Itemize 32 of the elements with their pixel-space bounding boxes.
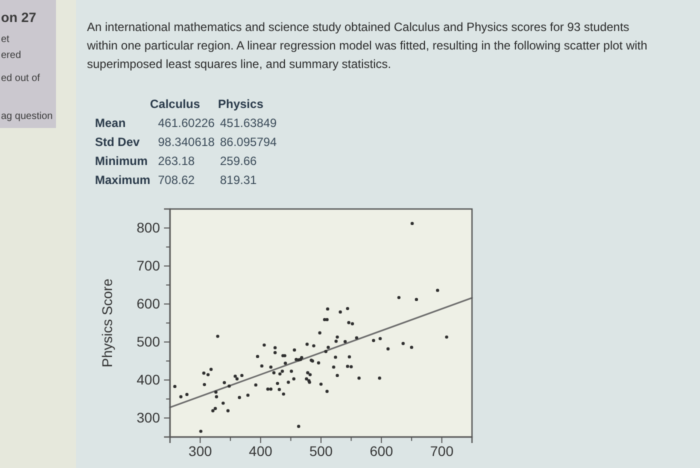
data-label: 98.340618 <box>158 135 216 149</box>
x-tick-label: 300 <box>188 442 212 459</box>
category-label: Minimum <box>95 154 148 168</box>
text: An international mathematics and science study obtained Calculus and Physics scores for 93 students within one particular region. A linear regression model was fitted, resulting in the following scatter plot with superimposed least squares line, and summary statistics. <box>86 20 648 71</box>
y-tick-label: 700 <box>136 257 160 274</box>
text: on 27 <box>1 10 36 25</box>
text: Calculus <box>150 97 200 111</box>
text: Physics <box>218 97 264 111</box>
y-tick-label: 400 <box>136 371 160 388</box>
data-label: 263.18 <box>158 154 196 168</box>
text: et <box>1 34 10 45</box>
y-tick-label: 300 <box>136 409 160 426</box>
x-tick-label: 400 <box>248 442 272 459</box>
category-label: Maximum <box>95 173 150 187</box>
y-tick-label: 500 <box>136 333 160 350</box>
y-tick-label: 800 <box>136 219 160 236</box>
x-tick-label: 700 <box>430 442 454 459</box>
data-label: 86.095794 <box>220 135 278 149</box>
text: ag question <box>1 111 53 122</box>
category-label: Mean <box>95 116 126 130</box>
category-label: Std Dev <box>95 135 140 149</box>
data-label: 461.60226 <box>158 116 216 130</box>
data-label: 708.62 <box>158 173 196 187</box>
x-tick-label: 600 <box>370 442 394 459</box>
text: ered <box>1 50 22 61</box>
data-label: 451.63849 <box>220 116 278 130</box>
x-tick-label: 500 <box>309 442 333 459</box>
y-axis-title: Physics Score <box>99 278 115 368</box>
text: ed out of <box>1 73 40 84</box>
y-tick-label: 600 <box>136 295 160 312</box>
data-label: 259.66 <box>220 154 258 168</box>
data-label: 819.31 <box>220 173 258 187</box>
